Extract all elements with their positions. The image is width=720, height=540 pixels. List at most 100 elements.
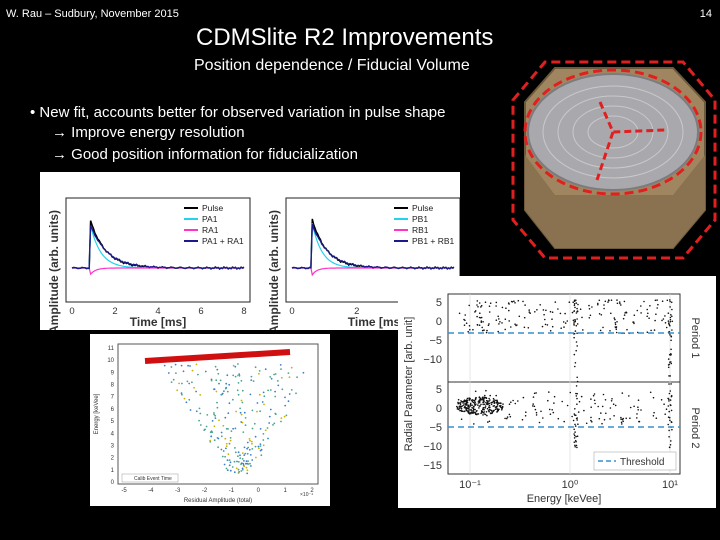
radial-point xyxy=(476,413,479,415)
radial-point xyxy=(488,404,491,407)
energy-residual-point xyxy=(240,379,243,382)
energy-residual-point xyxy=(235,467,238,470)
radial-point xyxy=(473,423,475,425)
energy-residual-point xyxy=(254,366,257,369)
radial-point xyxy=(462,401,464,403)
radial-point xyxy=(471,399,473,402)
radial-point xyxy=(574,362,577,364)
radial-point xyxy=(640,312,642,314)
radial-point xyxy=(636,413,638,415)
energy-residual-ytick: 9 xyxy=(111,370,115,376)
energy-residual-point xyxy=(211,420,214,422)
radial-point xyxy=(534,311,536,313)
radial-point xyxy=(542,309,545,311)
energy-residual-point xyxy=(211,431,214,434)
energy-residual-point xyxy=(217,372,220,375)
energy-residual-point xyxy=(246,447,249,450)
radial-point xyxy=(581,316,583,319)
radial-point xyxy=(512,399,514,402)
energy-residual-point xyxy=(249,393,252,396)
radial-point xyxy=(562,321,565,323)
radial-point xyxy=(671,320,674,323)
energy-residual-point xyxy=(236,460,238,463)
radial-point xyxy=(463,400,465,402)
radial-point xyxy=(487,324,490,327)
energy-residual-point xyxy=(206,414,209,416)
radial-point xyxy=(479,312,481,314)
energy-residual-point xyxy=(243,411,246,414)
radial-point xyxy=(564,312,566,315)
radial-point xyxy=(467,404,469,406)
radial-point xyxy=(458,312,461,315)
radial-point xyxy=(594,402,596,405)
radial-point xyxy=(669,419,671,422)
energy-residual-point xyxy=(274,412,277,415)
energy-residual-point xyxy=(217,437,220,440)
energy-residual-point xyxy=(254,445,257,448)
energy-residual-point xyxy=(238,373,241,376)
radial-point xyxy=(625,311,627,313)
radial-point xyxy=(496,401,498,404)
energy-residual-point xyxy=(258,447,260,450)
radial-point xyxy=(533,405,536,408)
radial-point xyxy=(669,300,671,303)
radial-point xyxy=(462,402,464,404)
radial-point xyxy=(670,348,672,351)
energy-residual-point xyxy=(251,448,254,450)
radial-point xyxy=(551,318,553,320)
radial-point xyxy=(469,398,471,401)
radial-point xyxy=(611,398,613,400)
radial-point xyxy=(469,403,472,406)
energy-residual-point xyxy=(218,419,220,422)
radial-point xyxy=(652,396,655,399)
radial-point xyxy=(573,304,576,307)
energy-residual-point xyxy=(226,459,229,462)
radial-point xyxy=(481,326,483,329)
radial-point xyxy=(569,391,572,394)
radial-point xyxy=(535,392,537,394)
radial-point xyxy=(489,394,491,397)
energy-residual-point xyxy=(241,389,244,392)
radial-point xyxy=(466,410,469,412)
energy-residual-point xyxy=(233,460,236,463)
radial-point xyxy=(482,403,484,406)
energy-residual-point xyxy=(234,427,237,430)
energy-residual-point xyxy=(283,415,286,418)
radial-point xyxy=(523,326,526,329)
radial-point xyxy=(576,318,578,320)
radial-point xyxy=(649,305,651,307)
energy-residual-point xyxy=(237,461,240,463)
radial-point xyxy=(471,400,474,403)
energy-residual-point xyxy=(189,409,192,411)
radial-point xyxy=(616,302,619,305)
radial-point xyxy=(468,325,471,327)
radial-point xyxy=(572,301,574,303)
energy-residual-point xyxy=(241,467,244,470)
radial-point xyxy=(590,398,592,400)
radial-point xyxy=(483,329,485,331)
radial-point xyxy=(576,323,579,325)
radial-point xyxy=(670,383,672,385)
radial-point xyxy=(513,300,515,302)
radial-point xyxy=(573,437,576,439)
radial-point xyxy=(476,300,479,302)
energy-residual-point xyxy=(267,437,269,440)
radial-point xyxy=(485,411,488,413)
energy-residual-point xyxy=(260,454,263,457)
radial-point xyxy=(472,401,475,404)
radial-point xyxy=(486,402,488,405)
energy-residual-point xyxy=(213,425,216,428)
energy-residual-point xyxy=(195,363,198,366)
radial-point xyxy=(576,376,578,379)
radial-point xyxy=(573,336,575,339)
radial-point xyxy=(528,309,530,311)
radial-point xyxy=(549,310,552,313)
radial-point xyxy=(549,413,552,415)
radial-point xyxy=(551,311,554,313)
energy-residual-point xyxy=(239,454,241,457)
energy-residual-point xyxy=(296,376,298,379)
energy-residual-point xyxy=(216,401,218,404)
radial-point xyxy=(522,396,525,399)
radial-point xyxy=(495,408,497,411)
